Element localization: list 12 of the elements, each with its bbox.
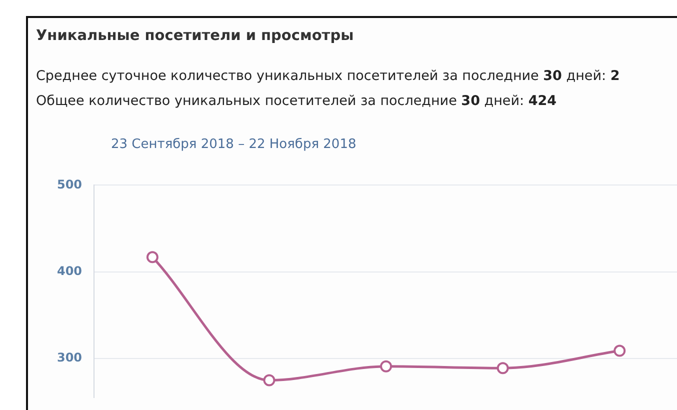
chart-subtitle: 23 Сентября 2018 – 22 Ноября 2018 (111, 137, 356, 152)
point (146, 251, 158, 264)
point (380, 360, 392, 372)
y-tick-label: 300 (56, 350, 82, 365)
point (263, 374, 276, 386)
y-tick-label: 500 (56, 177, 82, 192)
point (496, 362, 509, 374)
point (614, 344, 626, 357)
y-tick-label: 400 (56, 264, 82, 278)
text: Среднее суточное количество уникальных посетителей за последние 30 дней: 2 (36, 68, 620, 84)
chart-title: Уникальные посетители и просмотры (36, 28, 354, 44)
text: Общее количество уникальных посетителей за последние 30 дней: 424 (36, 93, 557, 109)
